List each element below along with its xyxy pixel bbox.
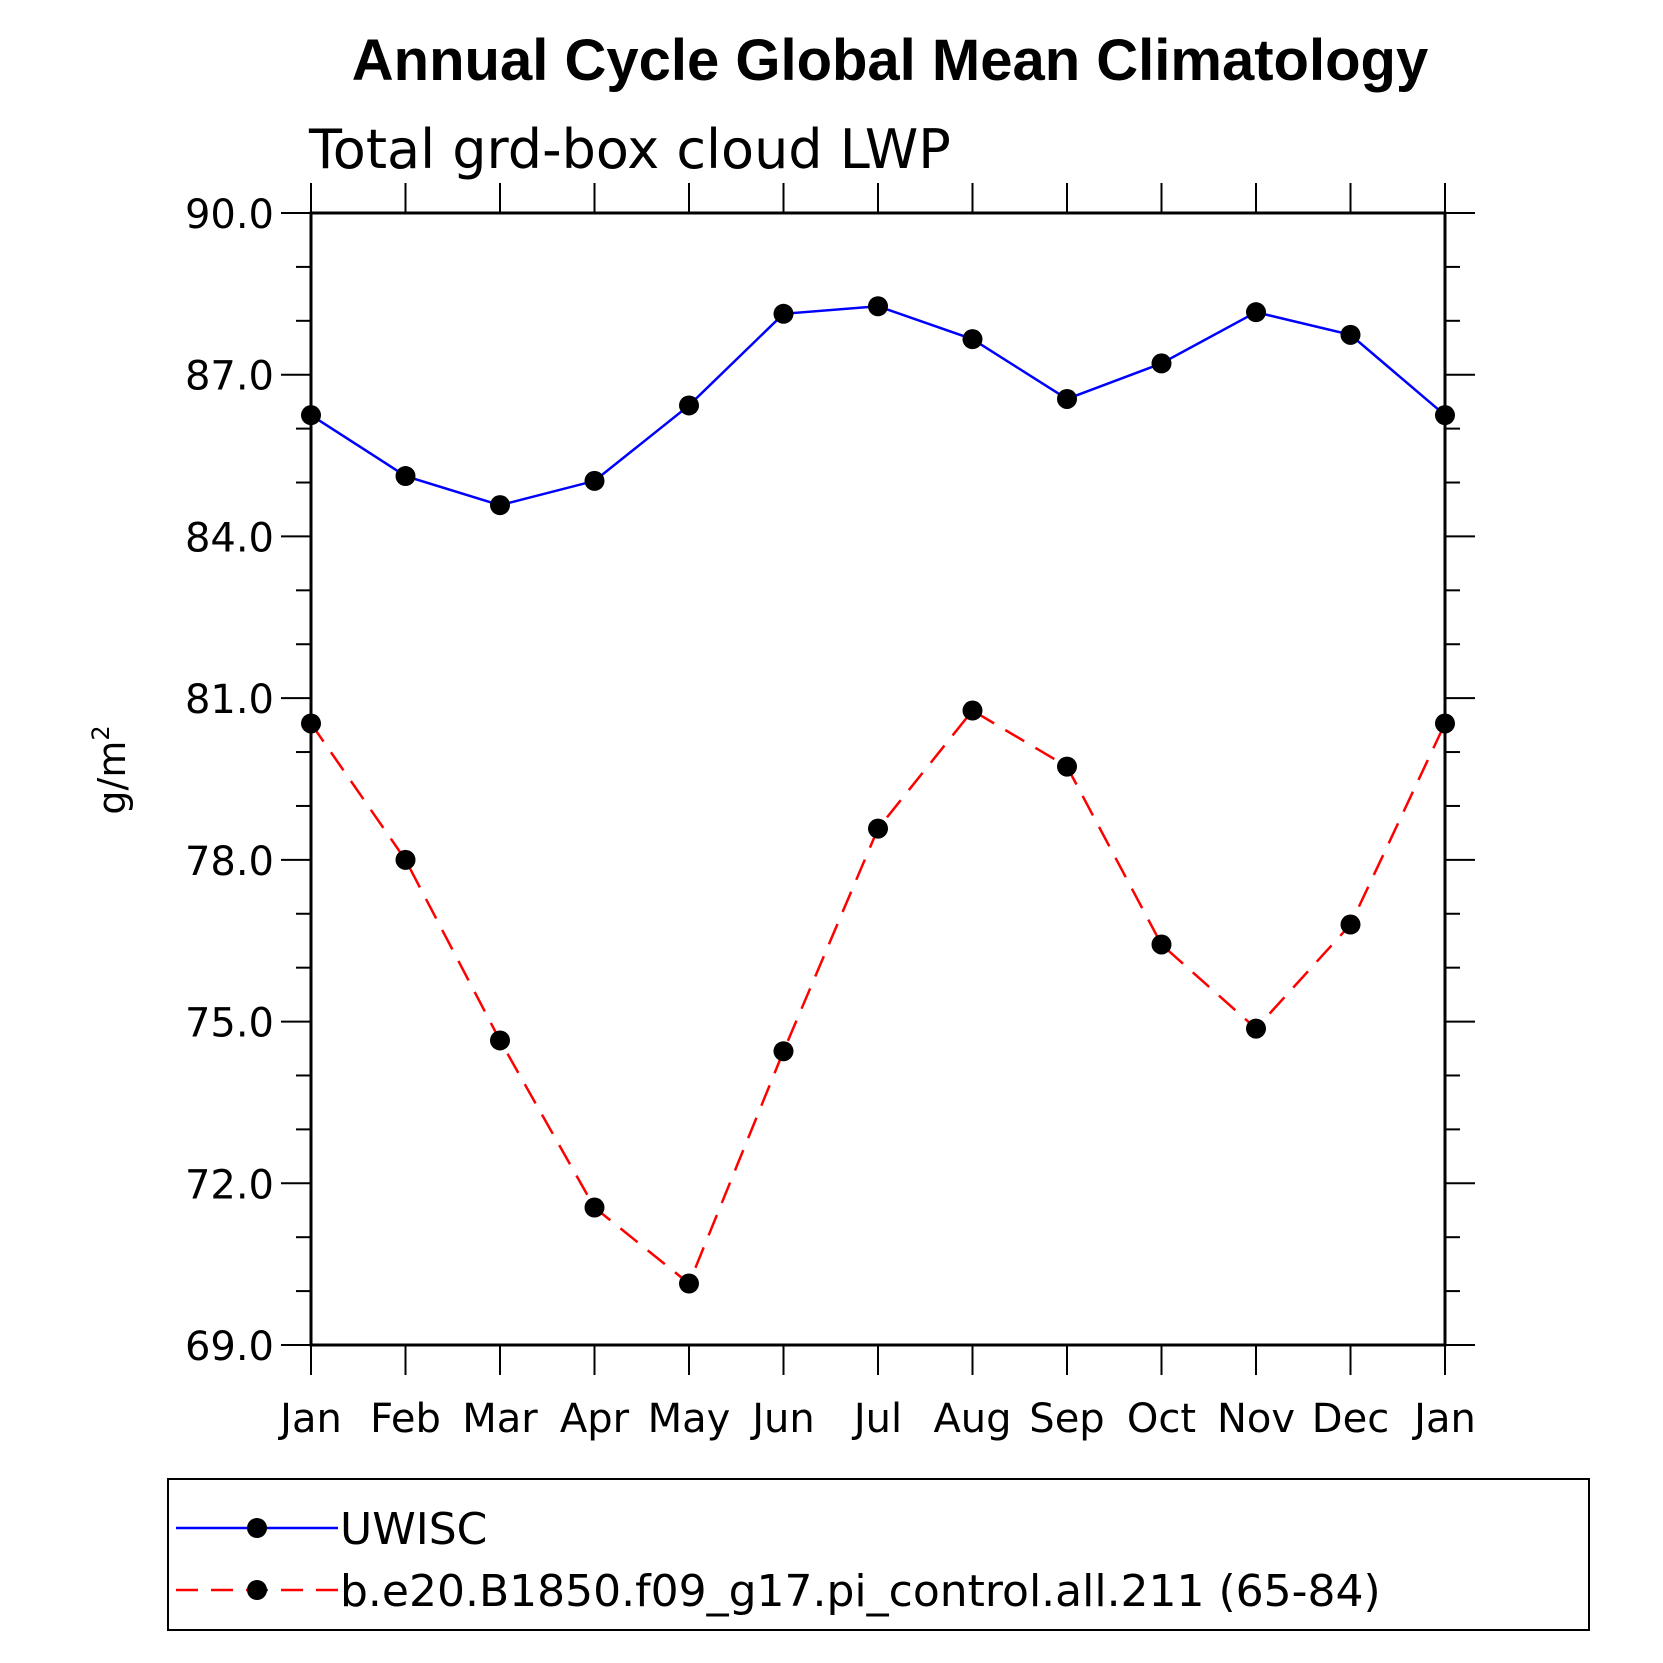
series-0-point <box>773 303 794 324</box>
x-tick-label: Jun <box>749 1396 815 1442</box>
series-lines <box>309 304 1447 1286</box>
x-tick-label: Apr <box>560 1396 630 1442</box>
series-1-point <box>1057 756 1077 777</box>
legend-marker-0 <box>247 1518 267 1538</box>
series-1-point <box>395 849 416 870</box>
series-0-point <box>868 296 888 317</box>
y-tick-label: 72.0 <box>185 1162 274 1208</box>
chart-subtitle: Total grd-box cloud LWP <box>308 118 951 181</box>
x-tick-label: Dec <box>1312 1396 1389 1442</box>
series-1-point <box>1435 713 1455 734</box>
plot-frame <box>309 211 1447 1347</box>
x-tick-labels: Jan Feb Mar Apr May Jun Jul Aug Sep Oct Nov Dec Jan <box>277 1396 1476 1442</box>
x-tick-label: Aug <box>933 1396 1011 1442</box>
series-1-point <box>1246 1018 1266 1039</box>
chart-title: Annual Cycle Global Mean Climatology <box>352 28 1428 93</box>
legend-box <box>167 1478 1590 1631</box>
series-0-point <box>1246 302 1266 323</box>
x-tick-label: Sep <box>1029 1396 1104 1442</box>
x-tick-label: Jan <box>1411 1396 1476 1442</box>
y-tick-label: 90.0 <box>185 192 274 238</box>
x-tick-label: Jul <box>851 1396 902 1442</box>
y-tick-label: 84.0 <box>185 515 274 561</box>
series-1-point <box>679 1273 699 1294</box>
series-0-point <box>301 405 321 426</box>
series-1-point <box>490 1030 510 1051</box>
series-0-point <box>679 395 699 416</box>
series-0-point <box>962 329 983 350</box>
series-line-1 <box>309 708 1447 1286</box>
x-tick-label: Mar <box>462 1396 538 1442</box>
series-1-point <box>773 1041 794 1062</box>
series-line-0 <box>310 304 1446 507</box>
series-1-point <box>1151 934 1172 955</box>
legend-entries: UWISC b.e20.B1850.f09_g17.pi_control.all.… <box>176 1504 1381 1617</box>
legend: UWISC b.e20.B1850.f09_g17.pi_control.all.… <box>167 1478 1590 1631</box>
legend-label-0: UWISC <box>340 1504 487 1555</box>
legend-label-1: b.e20.B1850.f09_g17.pi_control.all.211 (… <box>340 1566 1381 1617</box>
series-0-point <box>395 466 416 487</box>
axis-ticks <box>281 183 1475 1375</box>
series-0-point <box>584 470 605 491</box>
series-1-point <box>962 700 983 721</box>
legend-marker-1 <box>247 1580 267 1600</box>
series-0-point <box>1340 324 1361 345</box>
y-tick-label: 81.0 <box>185 677 274 723</box>
y-axis-label: g/m2 <box>87 725 134 814</box>
series-1-point <box>1340 914 1361 935</box>
series-1-point <box>584 1197 605 1218</box>
y-tick-labels: 69.0 72.0 75.0 78.0 81.0 84.0 87.0 90.0 <box>185 192 274 1370</box>
svg-text:g/m2: g/m2 <box>87 725 134 814</box>
series-1-point <box>301 713 321 734</box>
x-tick-label: Nov <box>1217 1396 1295 1442</box>
y-tick-label: 69.0 <box>185 1324 274 1370</box>
y-axis-label-superscript: 2 <box>87 725 115 740</box>
y-tick-label: 87.0 <box>185 354 274 400</box>
y-tick-label: 75.0 <box>185 1001 274 1047</box>
series-1-point <box>868 818 888 839</box>
y-axis-label-text: g/m <box>90 741 134 815</box>
series-0-point <box>1057 388 1077 409</box>
x-tick-label: Feb <box>370 1396 441 1442</box>
x-tick-label: Oct <box>1127 1396 1196 1442</box>
series-0-point <box>1151 353 1172 374</box>
series-0-point <box>490 495 510 516</box>
series-0-point <box>1435 405 1455 426</box>
y-tick-label: 78.0 <box>185 839 274 885</box>
x-tick-label: May <box>648 1396 731 1442</box>
x-tick-label: Jan <box>277 1396 342 1442</box>
series-markers <box>301 296 1455 1294</box>
